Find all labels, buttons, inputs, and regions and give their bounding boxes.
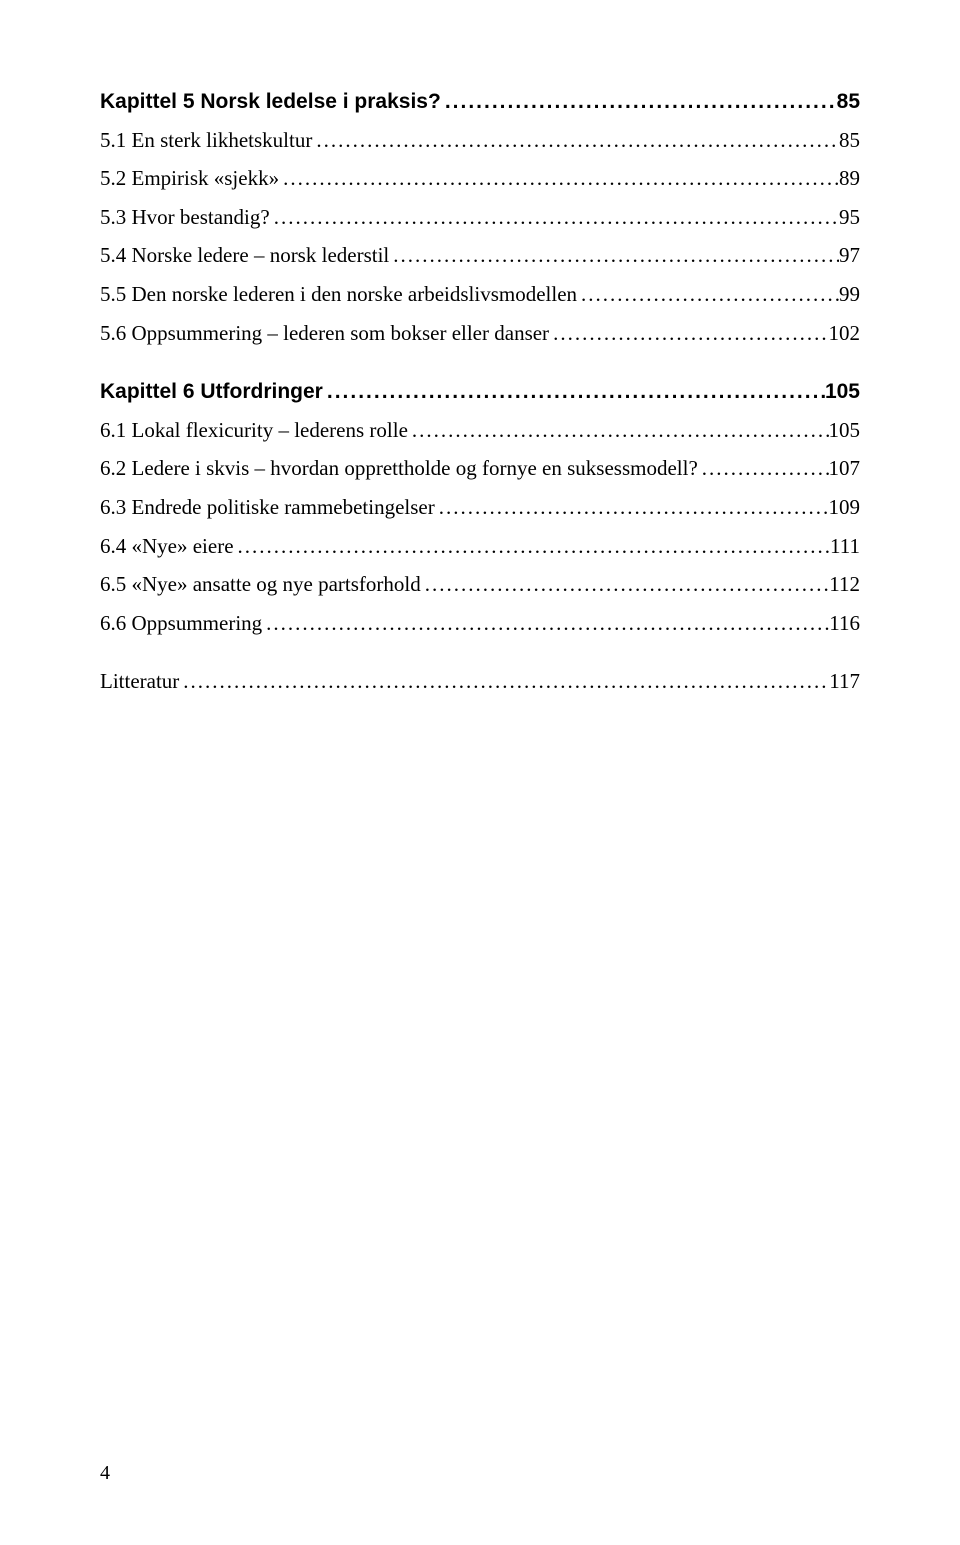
toc-dots: ........................................… — [435, 491, 829, 525]
toc-entry-page: 85 — [837, 85, 860, 119]
toc-dots: ........................................… — [323, 375, 825, 409]
toc-entry: 5.2 Empirisk «sjekk»....................… — [100, 162, 860, 196]
toc-entry-page: 99 — [839, 278, 860, 312]
toc-dots: ........................................… — [389, 239, 839, 273]
toc-dots: ........................................… — [408, 414, 829, 448]
toc-gap — [100, 355, 860, 375]
toc-entry-page: 89 — [839, 162, 860, 196]
toc-dots: ........................................… — [698, 452, 829, 486]
toc-entry: 5.1 En sterk likhetskultur..............… — [100, 124, 860, 158]
toc-entry: 6.5 «Nye» ansatte og nye partsforhold...… — [100, 568, 860, 602]
toc-entry-title: 5.5 Den norske lederen i den norske arbe… — [100, 278, 577, 312]
toc-entry: 5.6 Oppsummering – lederen som bokser el… — [100, 317, 860, 351]
toc-dots: ........................................… — [441, 85, 837, 119]
toc-entry-title: 5.2 Empirisk «sjekk» — [100, 162, 279, 196]
toc-dots: ........................................… — [234, 530, 831, 564]
toc-entry: 5.5 Den norske lederen i den norske arbe… — [100, 278, 860, 312]
toc-entry: 6.2 Ledere i skvis – hvordan oppretthold… — [100, 452, 860, 486]
toc-entry-title: 5.3 Hvor bestandig? — [100, 201, 270, 235]
toc-entry: Kapittel 5 Norsk ledelse i praksis?.....… — [100, 85, 860, 119]
toc-entry-page: 95 — [839, 201, 860, 235]
toc-entry: 6.3 Endrede politiske rammebetingelser..… — [100, 491, 860, 525]
toc-dots: ........................................… — [549, 317, 828, 351]
toc-entry-page: 111 — [830, 530, 860, 564]
toc-entry-title: 6.4 «Nye» eiere — [100, 530, 234, 564]
toc-entry: 5.4 Norske ledere – norsk lederstil.....… — [100, 239, 860, 273]
toc-entry-title: Kapittel 5 Norsk ledelse i praksis? — [100, 85, 441, 119]
toc-entry: 6.1 Lokal flexicurity – lederens rolle..… — [100, 414, 860, 448]
toc-entry-title: Kapittel 6 Utfordringer — [100, 375, 323, 409]
toc-entry-title: 6.2 Ledere i skvis – hvordan oppretthold… — [100, 452, 698, 486]
table-of-contents: Kapittel 5 Norsk ledelse i praksis?.....… — [100, 85, 860, 699]
toc-entry-page: 102 — [829, 317, 861, 351]
toc-entry-title: Litteratur — [100, 665, 179, 699]
toc-entry-title: 5.6 Oppsummering – lederen som bokser el… — [100, 317, 549, 351]
page-number: 4 — [100, 1462, 110, 1485]
toc-dots: ........................................… — [312, 124, 839, 158]
toc-entry-page: 112 — [829, 568, 860, 602]
toc-entry-page: 85 — [839, 124, 860, 158]
toc-entry-page: 116 — [829, 607, 860, 641]
toc-entry-page: 105 — [829, 414, 861, 448]
toc-entry-title: 5.1 En sterk likhetskultur — [100, 124, 312, 158]
toc-gap — [100, 645, 860, 665]
toc-dots: ........................................… — [270, 201, 839, 235]
toc-entry-title: 6.1 Lokal flexicurity – lederens rolle — [100, 414, 408, 448]
toc-entry-title: 5.4 Norske ledere – norsk lederstil — [100, 239, 389, 273]
toc-entry: 6.4 «Nye» eiere.........................… — [100, 530, 860, 564]
toc-entry: 5.3 Hvor bestandig?.....................… — [100, 201, 860, 235]
toc-entry-page: 117 — [829, 665, 860, 699]
toc-entry-title: 6.5 «Nye» ansatte og nye partsforhold — [100, 568, 421, 602]
toc-entry-page: 107 — [829, 452, 861, 486]
toc-entry: Kapittel 6 Utfordringer.................… — [100, 375, 860, 409]
toc-dots: ........................................… — [262, 607, 829, 641]
toc-entry: Litteratur..............................… — [100, 665, 860, 699]
toc-entry-title: 6.3 Endrede politiske rammebetingelser — [100, 491, 435, 525]
toc-dots: ........................................… — [577, 278, 839, 312]
toc-dots: ........................................… — [279, 162, 839, 196]
toc-dots: ........................................… — [179, 665, 829, 699]
toc-dots: ........................................… — [421, 568, 830, 602]
toc-entry-page: 97 — [839, 239, 860, 273]
toc-entry: 6.6 Oppsummering........................… — [100, 607, 860, 641]
toc-entry-title: 6.6 Oppsummering — [100, 607, 262, 641]
toc-entry-page: 105 — [825, 375, 860, 409]
toc-entry-page: 109 — [829, 491, 861, 525]
